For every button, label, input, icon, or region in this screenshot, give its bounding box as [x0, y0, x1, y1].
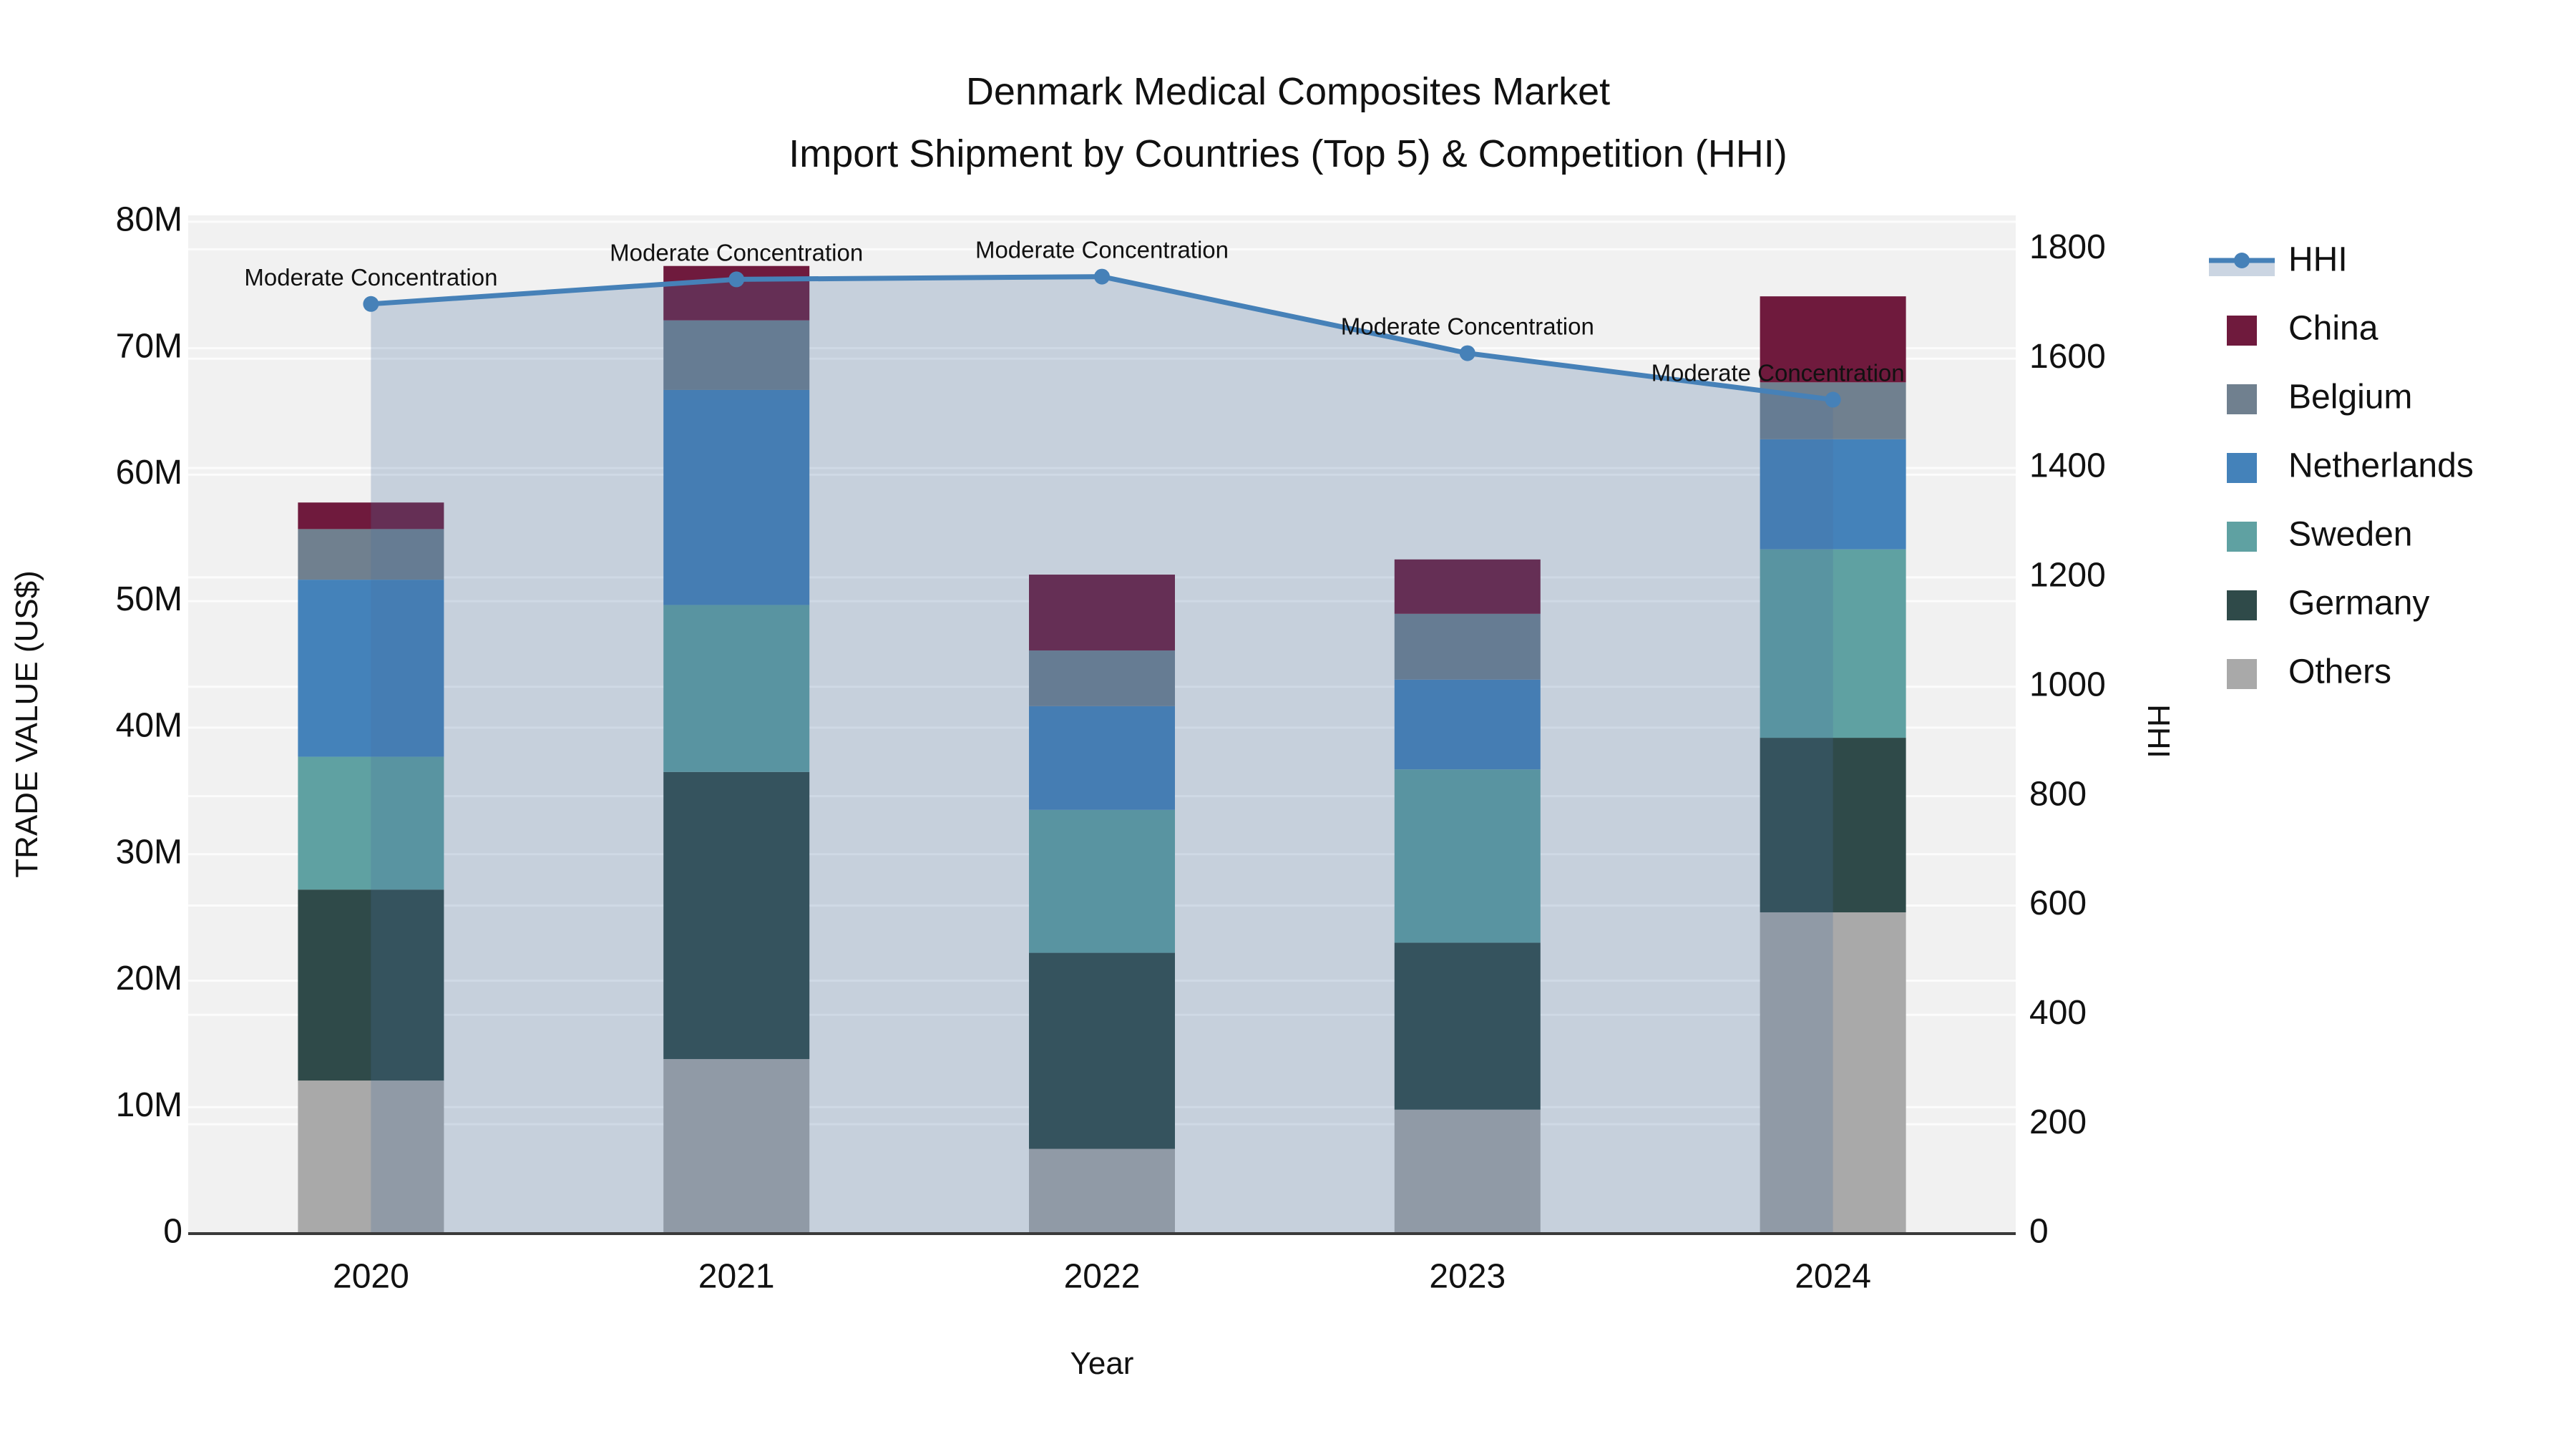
- hhi-point-2023: [1459, 345, 1475, 361]
- bar-segment-sweden-2024: [1760, 549, 1906, 738]
- legend-hhi-marker: [2234, 253, 2250, 268]
- legend-label-sweden: Sweden: [2288, 516, 2412, 554]
- legend-item-china[interactable]: China: [2227, 310, 2379, 348]
- legend-label-others: Others: [2288, 653, 2391, 691]
- bar-segment-germany-2020: [298, 889, 444, 1081]
- x-tick-2023: 2023: [1429, 1258, 1506, 1296]
- right-tick-200: 200: [2029, 1103, 2087, 1141]
- bar-segment-others-2024: [1760, 912, 1906, 1234]
- annotations: Moderate Concentration Moderate Concentra…: [244, 237, 1904, 386]
- x-tick-2022: 2022: [1064, 1258, 1141, 1296]
- legend-label-belgium: Belgium: [2288, 379, 2412, 416]
- legend-item-belgium[interactable]: Belgium: [2227, 379, 2412, 416]
- bar-segment-netherlands-2022: [1029, 706, 1175, 810]
- hhi-point-2020: [363, 296, 379, 312]
- left-tick-0: 0: [163, 1213, 182, 1251]
- hhi-point-2022: [1094, 268, 1110, 285]
- bar-segment-germany-2024: [1760, 738, 1906, 913]
- legend-label-china: China: [2288, 310, 2379, 348]
- bar-segment-others-2023: [1394, 1109, 1541, 1234]
- bar-segment-netherlands-2024: [1760, 439, 1906, 550]
- bar-segment-china-2023: [1394, 559, 1541, 614]
- bar-segment-others-2020: [298, 1080, 444, 1234]
- bar-segment-china-2024: [1760, 296, 1906, 383]
- hhi-area-fill: [371, 276, 1833, 1234]
- right-tick-0: 0: [2029, 1213, 2049, 1251]
- chart-title-line2: Import Shipment by Countries (Top 5) & C…: [789, 132, 1787, 175]
- legend-item-others[interactable]: Others: [2227, 653, 2391, 691]
- legend-item-netherlands[interactable]: Netherlands: [2227, 447, 2474, 485]
- left-tick-20M: 20M: [116, 960, 182, 997]
- bar-segment-others-2021: [663, 1059, 810, 1234]
- legend-swatch-sweden: [2227, 522, 2257, 552]
- legend-item-hhi[interactable]: HHI: [2209, 241, 2348, 279]
- hhi-point-2021: [728, 271, 745, 288]
- bar-segment-sweden-2023: [1394, 769, 1541, 943]
- left-tick-10M: 10M: [116, 1086, 182, 1124]
- legend-label-netherlands: Netherlands: [2288, 447, 2474, 485]
- bar-segment-belgium-2020: [298, 529, 444, 580]
- x-tick-2021: 2021: [698, 1258, 775, 1296]
- right-axis-title: HHI: [2141, 704, 2176, 758]
- right-axis-ticks: 0 200 400 600 800 1000 1200 1400 1600 1800: [2029, 228, 2106, 1251]
- left-axis-ticks: 0 10M 20M 30M 40M 50M 60M 70M 80M: [116, 201, 182, 1251]
- legend-label-hhi: HHI: [2288, 241, 2348, 279]
- stacked-bars: [298, 265, 1906, 1234]
- legend-label-germany: Germany: [2288, 585, 2429, 623]
- left-tick-30M: 30M: [116, 833, 182, 871]
- legend-swatch-netherlands: [2227, 453, 2257, 483]
- legend-item-germany[interactable]: Germany: [2227, 585, 2429, 623]
- bar-segment-germany-2022: [1029, 952, 1175, 1149]
- bar-segment-china-2022: [1029, 575, 1175, 651]
- annotation-2021: Moderate Concentration: [610, 239, 863, 265]
- bar-segment-germany-2021: [663, 771, 810, 1060]
- annotation-2022: Moderate Concentration: [975, 237, 1229, 263]
- right-tick-800: 800: [2029, 775, 2087, 813]
- hhi-markers: [363, 268, 1841, 408]
- bar-segment-belgium-2023: [1394, 613, 1541, 680]
- right-tick-1400: 1400: [2029, 447, 2106, 485]
- chart-title-line1: Denmark Medical Composites Market: [966, 70, 1610, 113]
- right-tick-1600: 1600: [2029, 338, 2106, 376]
- left-tick-80M: 80M: [116, 201, 182, 239]
- legend: HHI China Belgium Netherlands Sweden Germany O…: [2209, 241, 2474, 691]
- annotation-2020: Moderate Concentration: [244, 264, 497, 291]
- bar-segment-sweden-2020: [298, 756, 444, 890]
- bar-segment-netherlands-2020: [298, 580, 444, 757]
- bar-segment-netherlands-2023: [1394, 679, 1541, 770]
- bar-segment-germany-2023: [1394, 942, 1541, 1110]
- bar-segment-belgium-2022: [1029, 650, 1175, 706]
- left-tick-40M: 40M: [116, 707, 182, 745]
- bar-segment-sweden-2022: [1029, 809, 1175, 953]
- bar-segment-others-2022: [1029, 1148, 1175, 1234]
- left-tick-50M: 50M: [116, 580, 182, 618]
- annotation-2023: Moderate Concentration: [1341, 313, 1594, 340]
- legend-swatch-china: [2227, 316, 2257, 346]
- right-tick-1200: 1200: [2029, 557, 2106, 595]
- x-axis-title: Year: [1070, 1346, 1134, 1381]
- x-axis-ticks: 2020 2021 2022 2023 2024: [333, 1258, 1871, 1296]
- x-tick-2024: 2024: [1795, 1258, 1871, 1296]
- legend-swatch-others: [2227, 659, 2257, 689]
- legend-item-sweden[interactable]: Sweden: [2227, 516, 2412, 554]
- bar-segment-china-2020: [298, 502, 444, 530]
- left-tick-70M: 70M: [116, 327, 182, 365]
- right-tick-400: 400: [2029, 994, 2087, 1032]
- right-tick-1000: 1000: [2029, 665, 2106, 703]
- left-axis-title: TRADE VALUE (US$): [9, 570, 44, 878]
- left-tick-60M: 60M: [116, 454, 182, 492]
- legend-swatch-belgium: [2227, 384, 2257, 414]
- right-tick-1800: 1800: [2029, 228, 2106, 266]
- bar-segment-sweden-2021: [663, 605, 810, 772]
- legend-swatch-germany: [2227, 590, 2257, 620]
- right-tick-600: 600: [2029, 884, 2087, 922]
- bar-segment-belgium-2021: [663, 320, 810, 390]
- bar-segment-netherlands-2021: [663, 389, 810, 605]
- annotation-2024: Moderate Concentration: [1652, 360, 1905, 386]
- x-tick-2020: 2020: [333, 1258, 409, 1296]
- hhi-point-2024: [1825, 391, 1841, 408]
